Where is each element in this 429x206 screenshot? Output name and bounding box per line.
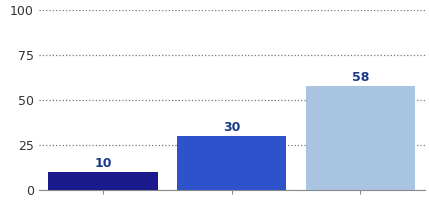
Text: 58: 58 [352, 71, 369, 84]
Bar [177, 136, 286, 190]
Text: 10: 10 [94, 157, 112, 170]
Bar [48, 172, 157, 190]
Text: 30: 30 [223, 121, 240, 134]
Bar [305, 85, 415, 190]
